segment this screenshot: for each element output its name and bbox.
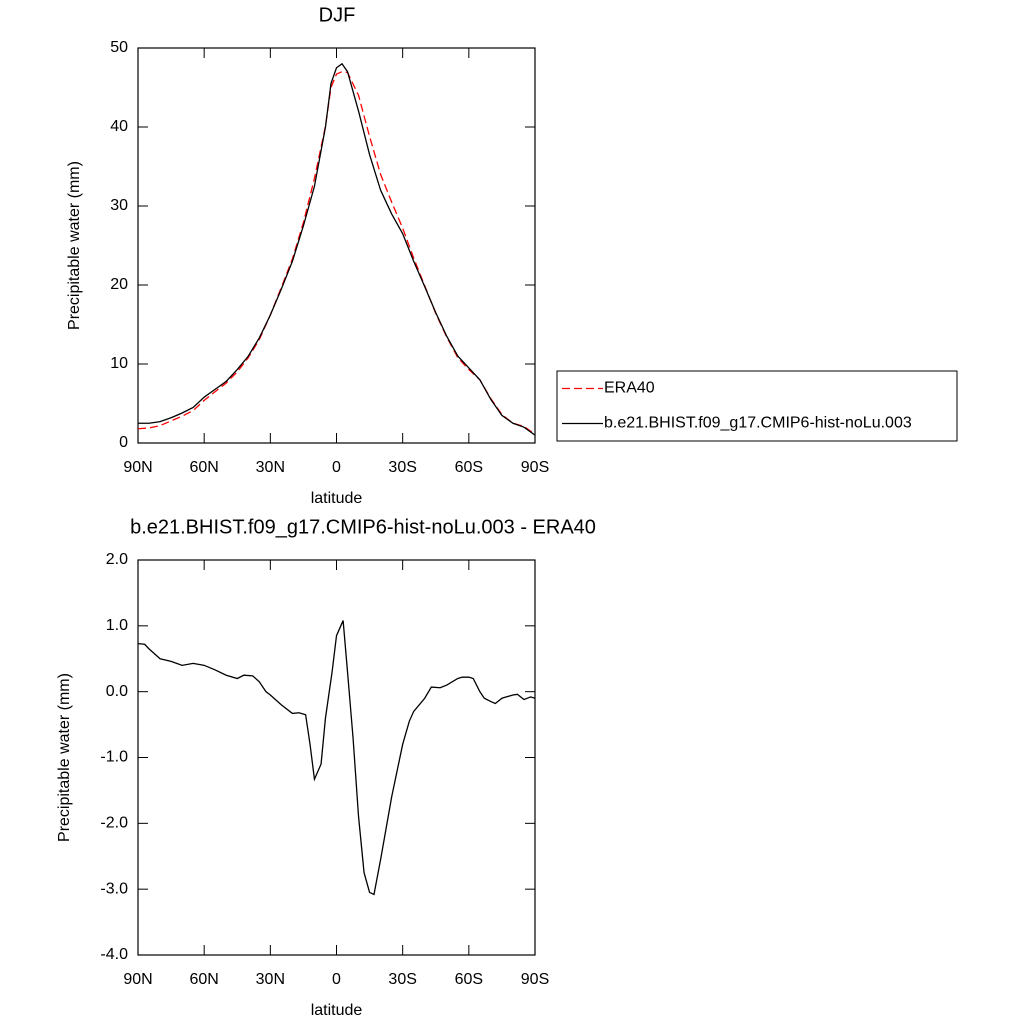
- y-tick-label: -1.0: [100, 749, 128, 766]
- y-tick-label: 10: [110, 355, 128, 372]
- plot-frame: [137, 47, 536, 444]
- chart-title: b.e21.BHIST.f09_g17.CMIP6-hist-noLu.003 …: [130, 516, 596, 538]
- x-tick-label: 90N: [123, 971, 152, 988]
- x-tick-label: 90S: [521, 459, 549, 476]
- y-tick-label: -3.0: [100, 880, 128, 897]
- chart-title: DJF: [319, 4, 356, 26]
- y-axis-label: Precipitable water (mm): [56, 673, 73, 842]
- y-tick-label: 30: [110, 197, 128, 214]
- x-tick-label: 30N: [256, 459, 285, 476]
- y-tick-label: 1.0: [106, 617, 128, 634]
- y-tick-label: 50: [110, 39, 128, 56]
- x-tick-label: 30S: [388, 459, 416, 476]
- plot-frame: [137, 559, 536, 956]
- y-tick-label: 2.0: [106, 551, 128, 568]
- y-tick-label: -4.0: [100, 946, 128, 963]
- y-tick-label: 0.0: [106, 683, 128, 700]
- legend-label: b.e21.BHIST.f09_g17.CMIP6-hist-noLu.003: [604, 415, 912, 432]
- legend-frame: [556, 370, 958, 442]
- x-tick-label: 0: [332, 971, 341, 988]
- y-tick-label: 0: [119, 434, 128, 451]
- y-tick-label: 20: [110, 276, 128, 293]
- x-tick-label: 90N: [123, 459, 152, 476]
- x-tick-label: 60S: [455, 971, 483, 988]
- x-axis-label: latitude: [311, 490, 363, 507]
- y-axis-label: Precipitable water (mm): [66, 161, 83, 330]
- x-axis-label: latitude: [311, 1002, 363, 1019]
- x-tick-label: 0: [332, 459, 341, 476]
- x-tick-label: 60S: [455, 459, 483, 476]
- legend-label: ERA40: [604, 380, 655, 397]
- y-tick-label: -2.0: [100, 815, 128, 832]
- y-tick-label: 40: [110, 118, 128, 135]
- x-tick-label: 30S: [388, 971, 416, 988]
- data-line: [137, 620, 536, 896]
- data-line: [137, 71, 536, 435]
- x-tick-label: 30N: [256, 971, 285, 988]
- data-line: [138, 62, 536, 436]
- x-tick-label: 90S: [521, 971, 549, 988]
- x-tick-label: 60N: [189, 971, 218, 988]
- x-tick-label: 60N: [189, 459, 218, 476]
